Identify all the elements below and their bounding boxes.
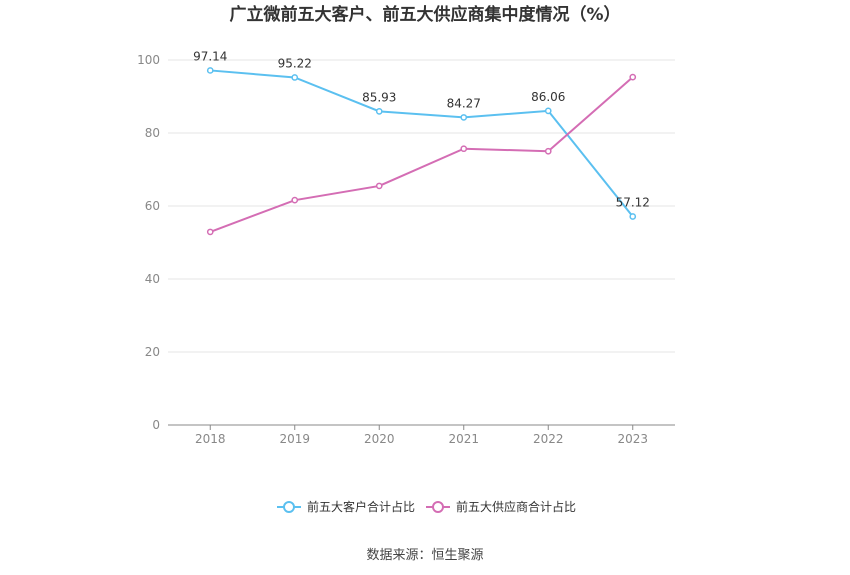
data-label: 57.12	[616, 196, 650, 210]
series-1: 97.14 95.22 85.93 84.27 86.06 57.12	[193, 49, 650, 220]
y-tick-label: 40	[145, 272, 160, 286]
legend-item-1[interactable]: 前五大客户合计占比	[277, 499, 415, 514]
x-tick-label: 2018	[195, 432, 226, 446]
series-line	[210, 69, 634, 218]
data-point[interactable]	[291, 74, 299, 81]
data-point[interactable]	[375, 182, 383, 190]
x-tick-label: 2020	[364, 432, 395, 446]
x-axis: 2018 2019 2020 2021 2022 2023	[168, 424, 675, 446]
data-point[interactable]	[544, 107, 552, 115]
data-label: 86.06	[531, 90, 565, 104]
x-tick-label: 2019	[279, 432, 310, 446]
data-label: 85.93	[362, 90, 396, 104]
series-layer: 97.14 95.22 85.93 84.27 86.06 57.12	[193, 49, 650, 236]
data-point[interactable]	[460, 114, 468, 121]
data-label: 95.22	[278, 56, 312, 70]
legend-marker-icon	[432, 501, 444, 513]
legend-marker-icon	[283, 501, 295, 513]
data-point[interactable]	[206, 67, 214, 74]
y-tick-label: 100	[137, 53, 160, 67]
source-note: 数据来源：恒生聚源	[366, 548, 483, 563]
x-tick-label: 2022	[533, 432, 564, 446]
data-point[interactable]	[544, 147, 552, 155]
legend-item-2[interactable]: 前五大供应商合计占比	[426, 499, 576, 514]
x-tick-label: 2023	[617, 432, 648, 446]
data-point[interactable]	[629, 73, 637, 81]
data-label: 97.14	[193, 49, 227, 63]
data-label: 84.27	[447, 96, 481, 110]
series-line	[209, 76, 634, 233]
data-point[interactable]	[629, 213, 637, 220]
data-point[interactable]	[375, 108, 383, 115]
y-tick-label: 60	[145, 199, 160, 213]
legend[interactable]: 前五大客户合计占比 前五大供应商合计占比	[277, 499, 576, 514]
grid-lines	[168, 59, 675, 353]
series-2	[206, 73, 637, 236]
x-tick-label: 2021	[448, 432, 479, 446]
y-tick-label: 20	[145, 345, 160, 359]
data-point[interactable]	[460, 145, 468, 153]
data-point[interactable]	[206, 228, 214, 236]
y-tick-label: 0	[152, 418, 160, 432]
chart-title: 广立微前五大客户、前五大供应商集中度情况（%）	[229, 4, 620, 25]
legend-label: 前五大供应商合计占比	[456, 499, 576, 514]
legend-label: 前五大客户合计占比	[307, 499, 415, 514]
y-tick-label: 80	[145, 126, 160, 140]
data-point[interactable]	[291, 196, 299, 204]
y-axis: 0 20 40 60 80 100	[137, 53, 160, 432]
